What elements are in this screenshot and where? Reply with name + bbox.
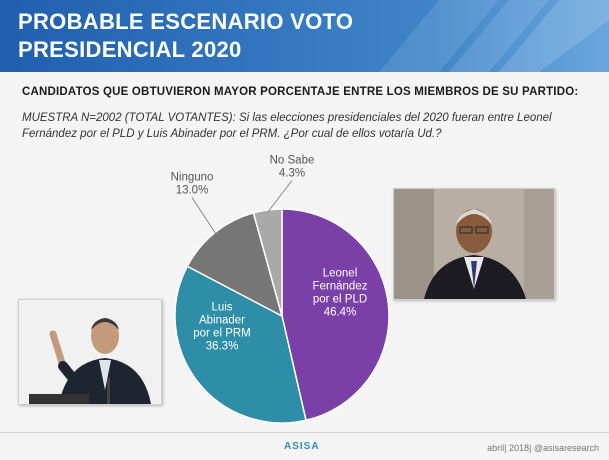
photo-luis-abinader	[18, 299, 162, 405]
banner-decoration	[379, 0, 609, 72]
title-banner: PROBABLE ESCENARIO VOTO PRESIDENCIAL 202…	[0, 0, 609, 72]
slice-value-label: 4.3%	[279, 168, 305, 180]
slice-category-label: No Sabe	[270, 155, 315, 167]
slice-category-label: Abinader	[199, 315, 245, 327]
leader-line	[267, 180, 293, 213]
pie-slice	[281, 208, 390, 422]
pie-slice	[252, 208, 283, 317]
chart-subtitle: CANDIDATOS QUE OBTUVIERON MAYOR PORCENTA…	[22, 86, 579, 98]
survey-question: MUESTRA N=2002 (TOTAL VOTANTES): Si las …	[22, 112, 552, 140]
page-title: PROBABLE ESCENARIO VOTO PRESIDENCIAL 202…	[18, 9, 354, 62]
slice-category-label: Fernández	[313, 281, 368, 293]
footer-logo: ASISA	[284, 441, 320, 452]
slice-category-label: Leonel	[323, 268, 358, 280]
slice-value-label: 13.0%	[176, 185, 209, 197]
pie-slice	[174, 265, 307, 424]
photo-leonel-fernandez	[393, 188, 555, 300]
slice-value-label: 46.4%	[324, 307, 357, 319]
slice-category-label: por el PLD	[313, 294, 367, 306]
slice-category-label: Ninguno	[171, 172, 214, 184]
slice-category-label: por el PRM	[193, 328, 251, 340]
slice-value-label: 36.3%	[206, 341, 239, 353]
leader-line	[191, 197, 217, 235]
slice-category-label: Luis	[211, 302, 232, 314]
footer-divider	[0, 432, 609, 433]
footer-credit: abril| 2018| @asisaresearch	[487, 443, 599, 453]
